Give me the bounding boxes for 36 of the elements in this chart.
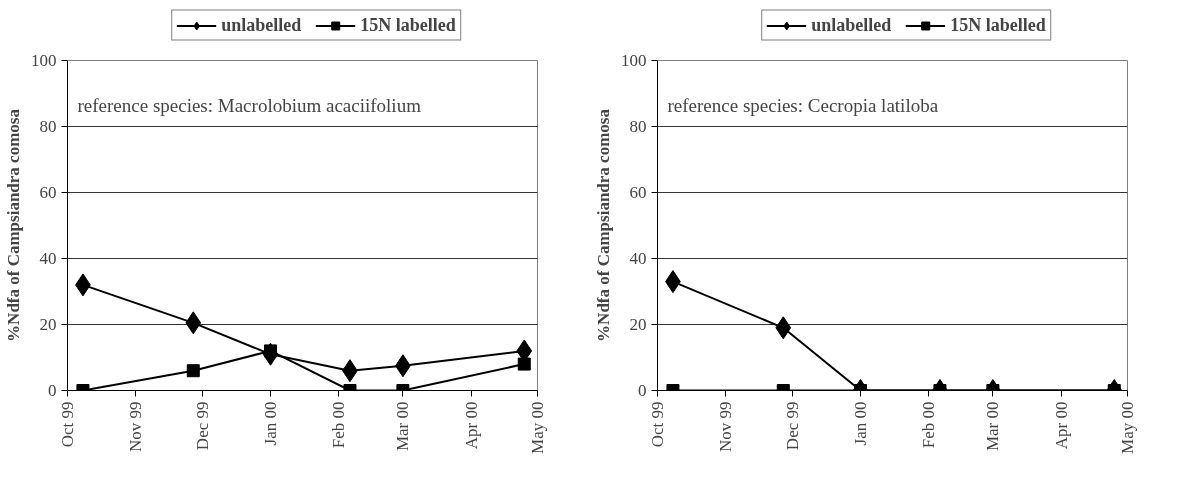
annotation: reference species: Cecropia latiloba	[667, 95, 939, 116]
y-tick-label: 100	[621, 51, 647, 70]
y-tick-label: 40	[629, 249, 647, 268]
y-tick-label: 80	[39, 117, 57, 136]
x-tick-label: May 00	[528, 401, 547, 454]
x-tick-label: Mar 00	[983, 401, 1003, 452]
x-tick-label: Nov 99	[716, 401, 736, 453]
y-axis-title: %Ndfa of Campsiandra comosa	[4, 108, 23, 342]
x-tick-label: Apr 00	[1051, 401, 1071, 450]
y-tick-label: 0	[48, 381, 57, 400]
x-tick-label: Feb 00	[329, 401, 349, 449]
x-tick-label: Feb 00	[919, 401, 939, 449]
legend-label: 15N labelled	[360, 14, 456, 36]
x-tick-label: Jan 00	[261, 401, 280, 446]
x-tick-label: Jan 00	[851, 401, 870, 446]
y-tick-label: 20	[629, 315, 647, 334]
y-tick-label: 60	[39, 183, 57, 202]
legend-label: 15N labelled	[950, 14, 1046, 36]
y-tick-label: 40	[39, 249, 57, 268]
y-tick-label: 80	[629, 117, 647, 136]
x-tick-label: Dec 99	[192, 401, 212, 451]
legend-label: unlabelled	[221, 14, 302, 36]
y-tick-label: 0	[638, 381, 647, 400]
y-tick-label: 60	[629, 183, 647, 202]
y-tick-label: 20	[39, 315, 57, 334]
legend-label: unlabelled	[811, 14, 892, 36]
x-tick-label: May 00	[1118, 401, 1137, 454]
x-tick-label: Nov 99	[126, 401, 146, 453]
x-tick-label: Mar 00	[393, 401, 413, 452]
x-tick-label: Dec 99	[782, 401, 802, 451]
annotation: reference species: Macrolobium acaciifolium	[77, 95, 422, 116]
x-tick-label: Oct 99	[648, 401, 667, 448]
y-tick-label: 100	[31, 51, 57, 70]
x-tick-label: Apr 00	[461, 401, 481, 450]
y-axis-title: %Ndfa of Campsiandra comosa	[594, 108, 613, 342]
x-tick-label: Oct 99	[58, 401, 77, 448]
